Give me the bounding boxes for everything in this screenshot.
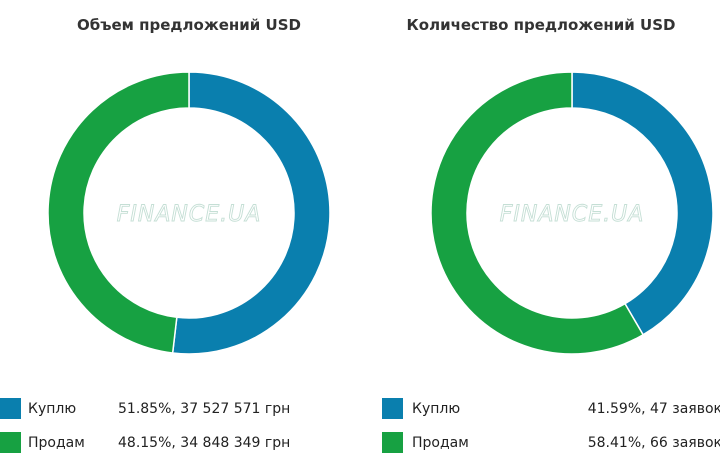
donut-slice-sell[interactable]: [430, 71, 645, 355]
donut-slice-buy[interactable]: [171, 71, 331, 355]
legend-value: 51.85%, 37 527 571 грн: [118, 401, 291, 417]
legend-swatch-buy: [0, 398, 21, 419]
legend-value: 58.41%, 66 заявок: [587, 435, 720, 451]
chart-title: Объем предложений USD: [77, 16, 301, 34]
legend-item-buy[interactable]: Куплю 51.85%, 37 527 571 грн: [0, 396, 360, 420]
count-donut-chart: FINANCE.UA: [430, 71, 714, 355]
legend-label: Продам: [28, 435, 85, 451]
donut-slice-sell[interactable]: [47, 71, 190, 354]
legend-swatch-sell: [0, 432, 21, 453]
watermark-logo: FINANCE.UA: [500, 202, 645, 227]
legend-item-sell[interactable]: Продам 58.41%, 66 заявок: [360, 430, 720, 454]
legend-value: 41.59%, 47 заявок: [587, 401, 720, 417]
legend-value: 48.15%, 34 848 349 грн: [118, 435, 291, 451]
donut-slice-buy[interactable]: [571, 71, 714, 336]
legend-swatch-sell: [382, 432, 403, 453]
volume-donut-chart: FINANCE.UA: [47, 71, 331, 355]
legend-item-buy[interactable]: Куплю 41.59%, 47 заявок: [360, 396, 720, 420]
legend-swatch-buy: [382, 398, 403, 419]
watermark-logo: FINANCE.UA: [117, 202, 262, 227]
legend-item-sell[interactable]: Продам 48.15%, 34 848 349 грн: [0, 430, 360, 454]
legend-label: Куплю: [28, 401, 77, 417]
legend-label: Продам: [412, 435, 469, 451]
legend-label: Куплю: [412, 401, 461, 417]
chart-title: Количество предложений USD: [406, 16, 676, 34]
volume-chart-panel: Объем предложений USD FINANCE.UA Куплю 5…: [0, 16, 360, 454]
count-chart-panel: Количество предложений USD FINANCE.UA Ку…: [360, 0, 720, 470]
